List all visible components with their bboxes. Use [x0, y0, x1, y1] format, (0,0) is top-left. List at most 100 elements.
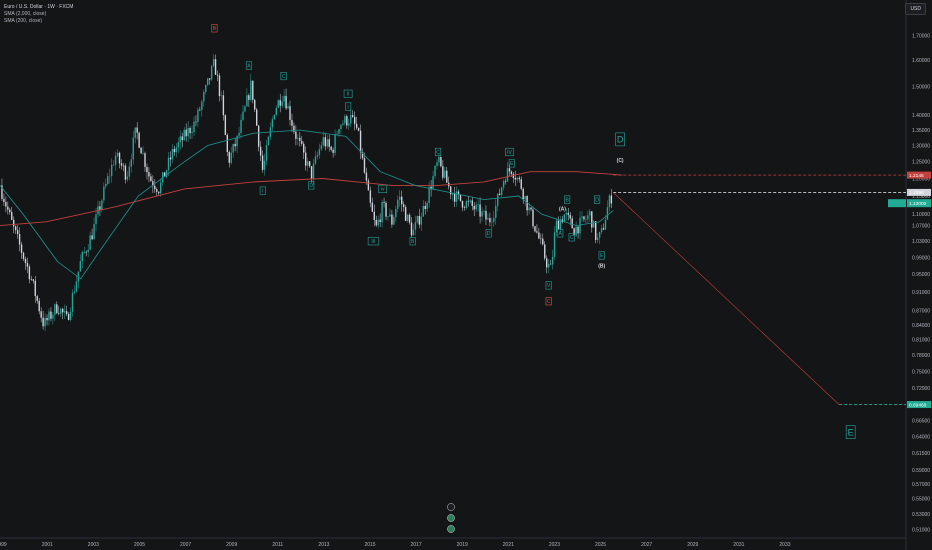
candle-body	[542, 238, 544, 245]
time-tick-label: 2011	[272, 542, 283, 548]
candle-body	[453, 193, 456, 202]
candle-body	[183, 129, 185, 141]
candle-body	[587, 215, 589, 220]
candle-body	[195, 121, 197, 123]
candle-body	[205, 85, 207, 93]
candle-body	[207, 78, 209, 86]
candle-body	[524, 196, 526, 200]
candle-body	[142, 153, 144, 154]
candle-body	[432, 176, 434, 190]
candle-body	[344, 116, 346, 124]
current-price-tag	[907, 199, 931, 208]
candle-body	[348, 123, 350, 126]
price-tick-label: 1.07000	[912, 223, 930, 229]
candle-body	[283, 95, 285, 102]
candle-body	[89, 235, 91, 250]
price-tick-label: 1.25000	[912, 160, 930, 166]
candle-body	[502, 181, 505, 188]
candle-body	[24, 258, 27, 263]
candle-body	[404, 206, 407, 221]
candle-body	[20, 244, 23, 253]
candle-body	[301, 140, 303, 144]
price-tick-label: 1.15000	[912, 194, 930, 200]
candle-body	[536, 231, 538, 233]
candle-body	[534, 226, 536, 232]
level-tag-2	[907, 401, 931, 409]
candle-body	[491, 221, 493, 223]
candle-body	[48, 311, 50, 321]
candle-body	[56, 304, 58, 314]
candle-body	[467, 201, 470, 202]
candle-body	[42, 317, 44, 327]
currency-button[interactable]: USD	[905, 3, 926, 15]
sma-200-line	[0, 129, 614, 280]
candle-body	[514, 177, 517, 180]
price-tick-label: 1.20000	[912, 176, 930, 182]
wave-label-13: D	[487, 231, 491, 237]
candle-body	[326, 139, 328, 147]
wave-label-7: III	[371, 239, 375, 245]
candle-body	[412, 229, 415, 236]
candle-body	[212, 59, 215, 67]
candle-body	[383, 201, 385, 203]
candle-body	[459, 194, 462, 201]
candle-body	[236, 135, 238, 147]
event-marker-icon[interactable]	[447, 525, 455, 533]
candle-body	[105, 183, 107, 187]
candles-group	[1, 53, 613, 332]
event-marker-icon[interactable]	[447, 503, 455, 511]
candle-body	[124, 165, 127, 180]
candle-body	[581, 216, 583, 218]
candle-body	[95, 214, 97, 225]
candle-body	[461, 200, 464, 208]
candle-body	[277, 100, 279, 108]
candle-body	[208, 78, 211, 80]
wave-label-21: V	[547, 283, 551, 289]
price-tick-label: 1.35000	[912, 128, 930, 134]
candle-body	[175, 147, 178, 153]
chart-legend: Euro / U.S. Dollar · 1W · FXCM SMA (2,00…	[4, 4, 73, 25]
candle-body	[379, 219, 381, 223]
price-tick-label: 0.72000	[912, 386, 930, 392]
price-tick-label: 1.70000	[912, 33, 930, 39]
candle-body	[158, 191, 160, 194]
time-tick-label: 2003	[88, 542, 99, 548]
candle-body	[579, 217, 581, 234]
candle-body	[401, 196, 403, 205]
candle-body	[395, 209, 397, 218]
projection-line	[612, 192, 840, 405]
candle-body	[240, 119, 242, 133]
candle-body	[75, 281, 78, 292]
candle-body	[246, 95, 248, 107]
candle-body	[598, 231, 601, 238]
indicator-sma-200[interactable]: SMA (200, close)	[4, 18, 43, 24]
time-tick-label: 1999	[0, 542, 7, 548]
candle-body	[475, 204, 477, 210]
candle-body	[177, 142, 180, 148]
wave-label-box-25	[845, 425, 856, 439]
candle-body	[589, 211, 591, 216]
candle-body	[591, 211, 593, 228]
candle-body	[289, 106, 291, 120]
candle-body	[287, 106, 289, 109]
current-price-marker	[888, 199, 906, 208]
candle-body	[103, 186, 105, 201]
candle-body	[385, 202, 387, 217]
candle-body	[199, 109, 201, 111]
indicator-sma-2000[interactable]: SMA (2,000, close)	[4, 11, 47, 17]
candle-body	[187, 128, 189, 137]
price-tick-label: 1.30000	[912, 143, 930, 149]
candle-body	[434, 165, 436, 177]
price-tick-label: 1.10000	[912, 212, 930, 218]
candle-body	[353, 116, 356, 124]
candle-body	[381, 201, 383, 223]
candle-body	[350, 115, 352, 124]
time-tick-label: 2017	[411, 542, 422, 548]
event-marker-icon[interactable]	[447, 514, 455, 522]
candle-body	[371, 202, 374, 212]
wave-label-box-9	[409, 237, 416, 246]
candle-body	[498, 193, 501, 195]
candle-body	[520, 179, 522, 189]
price-tick-label: 0.84000	[912, 323, 930, 329]
